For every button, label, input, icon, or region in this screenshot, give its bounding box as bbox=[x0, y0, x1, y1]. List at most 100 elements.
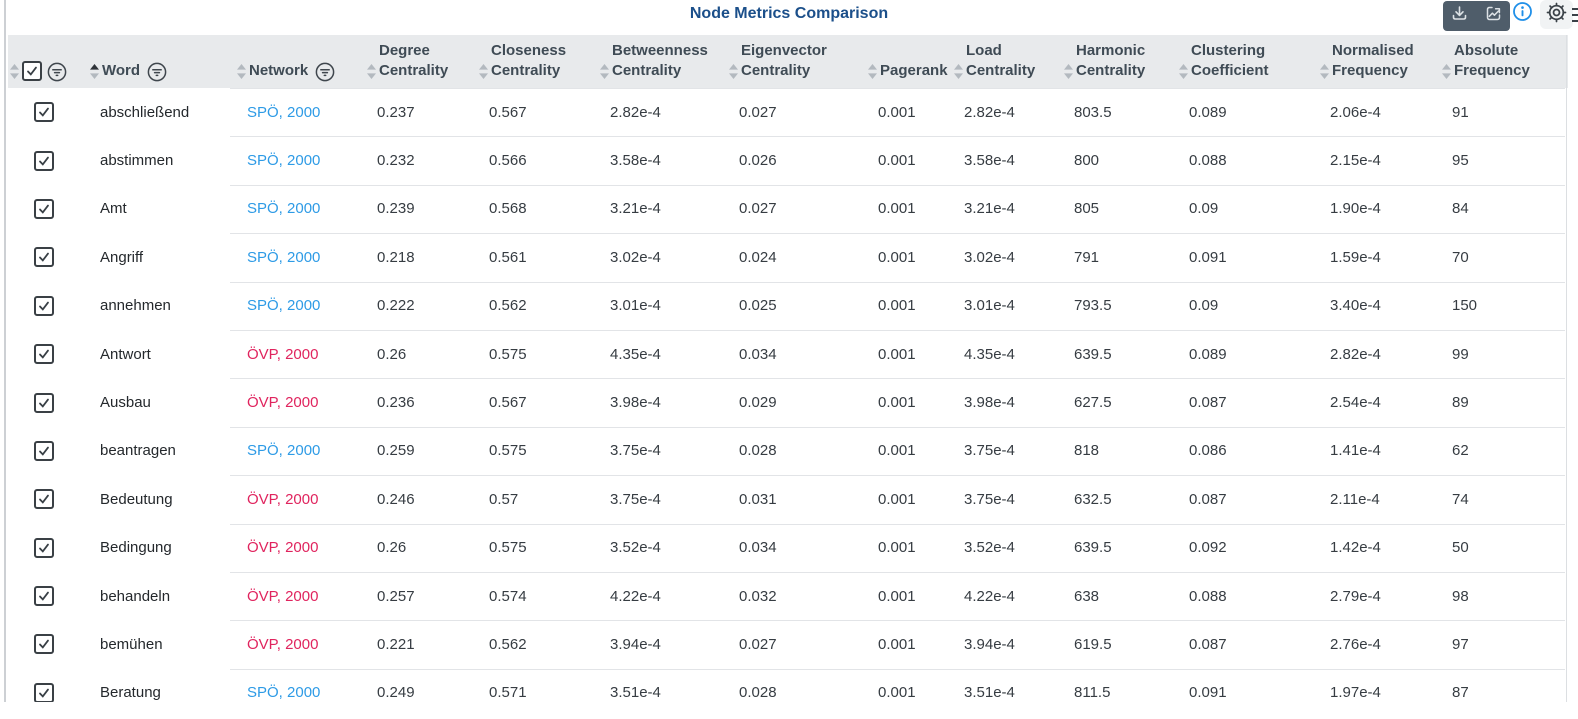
table-row: Angriff SPÖ, 2000 0.218 0.561 3.02e-4 0.024 0.… bbox=[8, 233, 1565, 281]
sort-icon[interactable] bbox=[10, 64, 19, 79]
cell-network[interactable]: ÖVP, 2000 bbox=[247, 635, 319, 653]
cell-network[interactable]: SPÖ, 2000 bbox=[247, 152, 321, 170]
sort-icon[interactable] bbox=[1442, 64, 1451, 79]
row-checkbox[interactable] bbox=[34, 295, 54, 316]
cell-harmonic: 791 bbox=[1074, 248, 1100, 266]
cell-network[interactable]: SPÖ, 2000 bbox=[247, 200, 321, 218]
cell-network[interactable]: SPÖ, 2000 bbox=[247, 103, 321, 121]
cell-pagerank: 0.001 bbox=[878, 442, 916, 460]
filter-icon[interactable] bbox=[146, 61, 168, 83]
cell-closeness: 0.57 bbox=[489, 490, 519, 508]
cell-betweenness: 3.75e-4 bbox=[610, 442, 661, 460]
column-header-clustering[interactable]: Clustering Coefficient bbox=[1177, 35, 1318, 88]
table-row: Amt SPÖ, 2000 0.239 0.568 3.21e-4 0.027 0.001 3… bbox=[8, 184, 1565, 233]
row-checkbox[interactable] bbox=[34, 198, 54, 219]
settings-button[interactable] bbox=[1540, 0, 1573, 29]
column-header-load[interactable]: Load Centrality bbox=[952, 35, 1062, 88]
cell-betweenness: 3.94e-4 bbox=[610, 635, 661, 653]
row-checkbox[interactable] bbox=[34, 682, 54, 703]
row-checkbox[interactable] bbox=[34, 537, 54, 558]
filter-icon[interactable] bbox=[46, 61, 68, 83]
cell-select bbox=[8, 150, 88, 171]
cell-word: Beratung bbox=[100, 684, 161, 702]
row-checkbox[interactable] bbox=[34, 102, 54, 123]
cell-absolute: 84 bbox=[1452, 200, 1469, 218]
cell-pagerank: 0.001 bbox=[878, 587, 916, 605]
cell-betweenness: 4.35e-4 bbox=[610, 345, 661, 363]
sort-icon[interactable] bbox=[1320, 64, 1329, 79]
info-button[interactable] bbox=[1511, 2, 1533, 25]
column-header-harmonic[interactable]: Harmonic Centrality bbox=[1062, 35, 1177, 88]
cell-harmonic: 800 bbox=[1074, 152, 1100, 170]
row-checkbox[interactable] bbox=[34, 586, 54, 607]
column-header-select[interactable] bbox=[8, 35, 88, 88]
cell-network[interactable]: ÖVP, 2000 bbox=[247, 587, 319, 605]
row-checkbox[interactable] bbox=[34, 440, 54, 461]
sort-icon[interactable] bbox=[237, 64, 246, 79]
row-checkbox[interactable] bbox=[34, 634, 54, 655]
cell-network[interactable]: ÖVP, 2000 bbox=[247, 345, 319, 363]
filter-icon[interactable] bbox=[314, 61, 336, 83]
sort-icon[interactable] bbox=[868, 64, 877, 79]
row-divider bbox=[230, 88, 1565, 89]
cell-select bbox=[8, 440, 88, 461]
sort-icon[interactable] bbox=[954, 64, 963, 79]
cell-network[interactable]: ÖVP, 2000 bbox=[247, 394, 319, 412]
vertical-scrollbar[interactable] bbox=[4, 0, 6, 702]
column-label-pagerank: Pagerank bbox=[880, 62, 948, 79]
line-chart-icon bbox=[1484, 4, 1503, 28]
table-row: Beratung SPÖ, 2000 0.249 0.571 3.51e-4 0.028 0… bbox=[8, 668, 1565, 717]
column-header-degree[interactable]: Degree Centrality bbox=[365, 35, 477, 88]
cell-eigenvector: 0.028 bbox=[739, 684, 777, 702]
column-header-pagerank[interactable]: Pagerank bbox=[866, 35, 952, 88]
cell-closeness: 0.561 bbox=[489, 248, 527, 266]
column-header-betweenness[interactable]: Betweenness Centrality bbox=[598, 35, 727, 88]
cell-normalised: 2.76e-4 bbox=[1330, 635, 1381, 653]
sort-icon[interactable] bbox=[600, 64, 609, 79]
sort-icon[interactable] bbox=[90, 64, 99, 79]
download-button[interactable] bbox=[1443, 1, 1477, 31]
column-header-absolute[interactable]: Absolute Frequency bbox=[1440, 35, 1557, 88]
cell-network[interactable]: ÖVP, 2000 bbox=[247, 539, 319, 557]
row-checkbox[interactable] bbox=[34, 247, 54, 268]
cell-network[interactable]: SPÖ, 2000 bbox=[247, 297, 321, 315]
sort-icon[interactable] bbox=[729, 64, 738, 79]
cell-closeness: 0.575 bbox=[489, 539, 527, 557]
sort-icon[interactable] bbox=[479, 64, 488, 79]
sort-icon[interactable] bbox=[1179, 64, 1188, 79]
cell-load: 3.94e-4 bbox=[964, 635, 1015, 653]
column-header-word[interactable]: Word bbox=[88, 35, 235, 88]
cell-absolute: 62 bbox=[1452, 442, 1469, 460]
cell-eigenvector: 0.031 bbox=[739, 490, 777, 508]
table-row: Ausbau ÖVP, 2000 0.236 0.567 3.98e-4 0.029 0.0… bbox=[8, 378, 1565, 426]
column-header-closeness[interactable]: Closeness Centrality bbox=[477, 35, 598, 88]
column-label-betweenness: Betweenness Centrality bbox=[612, 42, 708, 79]
cell-betweenness: 3.98e-4 bbox=[610, 394, 661, 412]
row-checkbox[interactable] bbox=[34, 489, 54, 510]
sort-icon[interactable] bbox=[1064, 64, 1073, 79]
cell-network[interactable]: ÖVP, 2000 bbox=[247, 490, 319, 508]
row-divider bbox=[230, 233, 1565, 235]
column-header-network[interactable]: Network bbox=[235, 35, 365, 88]
cell-network[interactable]: SPÖ, 2000 bbox=[247, 248, 321, 266]
row-checkbox[interactable] bbox=[34, 150, 54, 171]
column-label-normalised: Normalised Frequency bbox=[1332, 42, 1414, 79]
cell-degree: 0.249 bbox=[377, 684, 415, 702]
row-checkbox[interactable] bbox=[34, 392, 54, 413]
cell-word: beantragen bbox=[100, 442, 176, 460]
hamburger-menu-icon[interactable] bbox=[1571, 6, 1578, 24]
open-chart-button[interactable] bbox=[1477, 1, 1511, 31]
cell-normalised: 1.97e-4 bbox=[1330, 684, 1381, 702]
cell-network[interactable]: SPÖ, 2000 bbox=[247, 442, 321, 460]
cell-harmonic: 639.5 bbox=[1074, 539, 1112, 557]
row-checkbox[interactable] bbox=[34, 344, 54, 365]
sort-icon[interactable] bbox=[367, 64, 376, 79]
cell-network[interactable]: SPÖ, 2000 bbox=[247, 684, 321, 702]
column-label-closeness: Closeness Centrality bbox=[491, 42, 567, 79]
cell-eigenvector: 0.028 bbox=[739, 442, 777, 460]
cell-betweenness: 3.01e-4 bbox=[610, 297, 661, 315]
cell-betweenness: 2.82e-4 bbox=[610, 103, 661, 121]
select-all-checkbox[interactable] bbox=[22, 61, 42, 81]
column-header-eigenvector[interactable]: Eigenvector Centrality bbox=[727, 35, 866, 88]
column-header-normalised[interactable]: Normalised Frequency bbox=[1318, 35, 1440, 88]
